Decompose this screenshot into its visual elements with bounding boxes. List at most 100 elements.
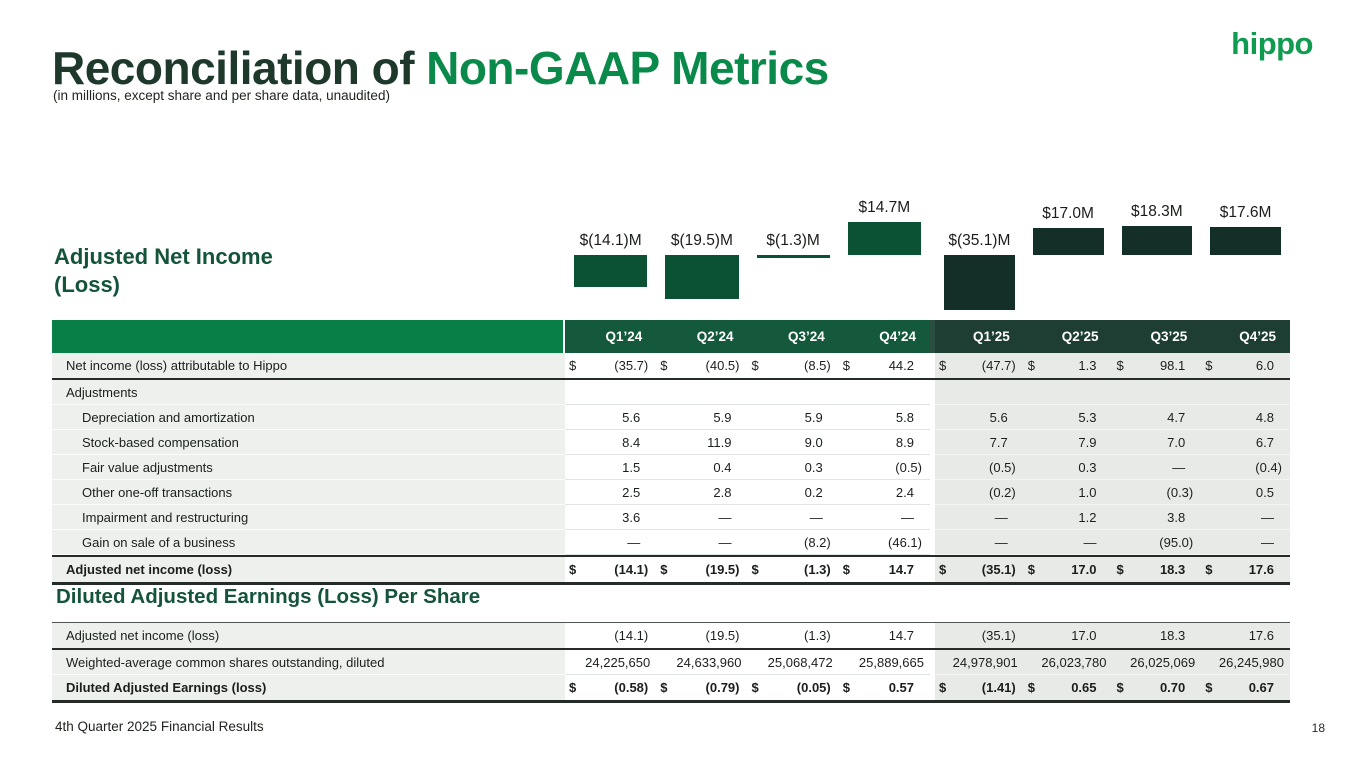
dollar-sign: $: [660, 358, 668, 373]
dollar-sign: $: [1027, 358, 1035, 373]
cell-value: 0.4: [713, 460, 732, 475]
table-cell: [565, 380, 657, 405]
table-cell: 0.3: [1023, 455, 1113, 480]
table-cell: —: [1201, 530, 1290, 555]
table-cell: $ (1.3): [747, 557, 839, 582]
table-cell: (46.1): [838, 530, 930, 555]
dollar-sign: $: [1116, 562, 1124, 577]
chart-bar: [574, 255, 648, 287]
table-cell: (14.1): [565, 623, 657, 648]
cell-value: (0.05): [796, 680, 831, 695]
table-cell: 11.9: [656, 430, 748, 455]
cell-value: 24,225,650: [585, 655, 651, 670]
dollar-sign: $: [1205, 358, 1213, 373]
chart-bar: [1121, 226, 1193, 255]
table-cell: $17.6: [1201, 557, 1290, 582]
row-label: Net income (loss) attributable to Hippo: [52, 353, 565, 378]
table-cell: 6.7: [1201, 430, 1290, 455]
group-divider: [930, 455, 935, 480]
cell-value: 2.5: [622, 485, 641, 500]
table-cell: $0.70: [1112, 675, 1202, 700]
row-label: Depreciation and amortization: [52, 405, 565, 430]
chart-bar-value: $(19.5)M: [670, 232, 733, 249]
chart-bar-value: $17.0M: [1042, 205, 1094, 223]
table-cell: (19.5): [656, 623, 748, 648]
row-label: Stock-based compensation: [52, 430, 565, 455]
dollar-sign: $: [1027, 680, 1035, 695]
table-cell: $6.0: [1201, 353, 1290, 378]
group-divider: [930, 505, 935, 530]
table-cell: $17.0: [1023, 557, 1113, 582]
cell-value: 25,068,472: [767, 655, 833, 670]
chart-bar-value: $(35.1)M: [948, 232, 1011, 249]
table-cell: —: [1112, 455, 1202, 480]
table-cell: $1.3: [1023, 353, 1113, 378]
chart-title: Adjusted Net Income (Loss): [54, 244, 273, 297]
table-cell: 24,633,960: [656, 650, 748, 675]
group-divider: [930, 430, 935, 455]
table-cell: $ (35.1): [935, 557, 1024, 582]
header-label-cell: [52, 320, 565, 353]
table-cell: —: [935, 530, 1024, 555]
page-title: Reconciliation of Non-GAAP Metrics: [52, 41, 829, 95]
cell-value: —: [1172, 460, 1186, 475]
cell-value: —: [1261, 535, 1274, 550]
cell-value: 9.0: [804, 435, 823, 450]
table-row: Impairment and restructuring 3.6 — — — — 1.2 3.…: [52, 505, 1290, 530]
table-cell: 26,025,069: [1112, 650, 1202, 675]
column-header: Q4’24: [838, 320, 930, 353]
table-cell: $ (40.5): [656, 353, 748, 378]
table-cell: 4.7: [1112, 405, 1202, 430]
cell-value: 0.65: [1071, 680, 1097, 695]
table-cell: $ (35.7): [565, 353, 657, 378]
dollar-sign: $: [842, 562, 850, 577]
table-cell: —: [656, 505, 748, 530]
table-cell: $ (19.5): [656, 557, 748, 582]
column-header: Q3’25: [1112, 320, 1202, 353]
row-label: Adjusted net income (loss): [52, 557, 565, 582]
cell-value: 14.7: [888, 562, 914, 577]
dollar-sign: $: [939, 680, 947, 695]
dollar-sign: $: [569, 562, 577, 577]
dollar-sign: $: [1027, 562, 1035, 577]
cell-value: (14.1): [614, 628, 649, 643]
table-cell: $ (1.41): [935, 675, 1024, 700]
cell-value: 44.2: [888, 358, 914, 373]
table-cell: $ (47.7): [935, 353, 1024, 378]
table-cell: (0.5): [935, 455, 1024, 480]
table-row: Weighted-average common shares outstandi…: [52, 650, 1290, 675]
cell-value: 18.3: [1159, 628, 1186, 643]
table-cell: (1.3): [747, 623, 839, 648]
table-cell: 14.7: [838, 623, 930, 648]
cell-value: 1.2: [1078, 510, 1097, 525]
chart-bar: [1032, 228, 1104, 255]
table-cell: $18.3: [1112, 557, 1202, 582]
table-cell: $0.57: [838, 675, 930, 700]
row-label: Adjusted net income (loss): [52, 623, 565, 648]
table-cell: $0.65: [1023, 675, 1113, 700]
cell-value: 0.67: [1248, 680, 1274, 695]
cell-value: 0.57: [888, 680, 914, 695]
table-cell: 0.3: [747, 455, 839, 480]
cell-value: 1.5: [622, 460, 641, 475]
table-cell: [1201, 380, 1290, 405]
chart-bar-value: $(1.3)M: [766, 232, 820, 249]
cell-value: 26,023,780: [1041, 655, 1107, 670]
chart-bar: [665, 255, 739, 299]
hippo-logo: hippo: [1231, 26, 1313, 61]
cell-value: 2.8: [713, 485, 732, 500]
dollar-sign: $: [939, 562, 947, 577]
cell-value: (8.5): [804, 358, 831, 373]
cell-value: (35.1): [981, 628, 1016, 643]
table-cell: 7.9: [1023, 430, 1113, 455]
table-row: Net income (loss) attributable to Hippo $…: [52, 353, 1290, 380]
cell-value: 5.9: [804, 410, 823, 425]
cell-value: 26,245,980: [1218, 655, 1284, 670]
cell-value: (0.5): [989, 460, 1016, 475]
cell-value: (0.3): [1166, 485, 1194, 500]
cell-value: (8.2): [804, 535, 831, 550]
table-row: Diluted Adjusted Earnings (loss) $ (0.58) $…: [52, 675, 1290, 703]
dollar-sign: $: [842, 680, 850, 695]
cell-value: (1.3): [804, 562, 831, 577]
